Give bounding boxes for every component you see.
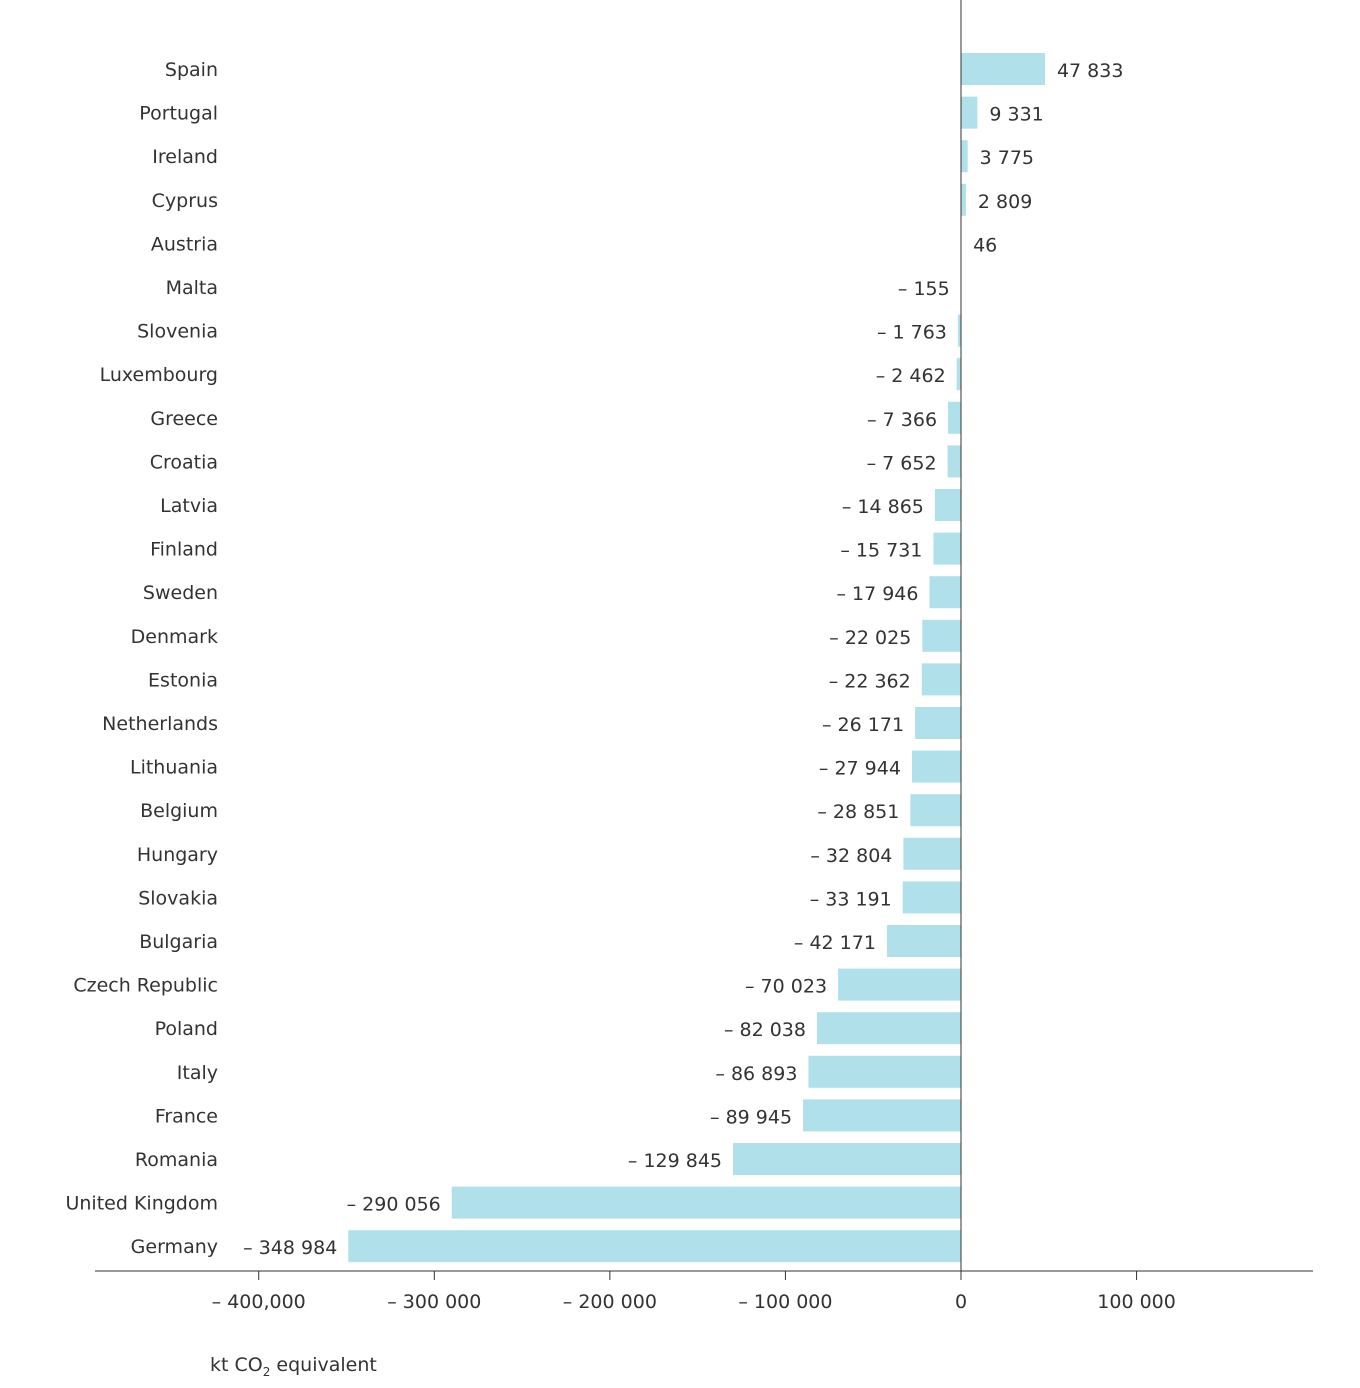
category-label: Greece [150, 408, 218, 430]
bar-denmark [922, 619, 961, 652]
bar-czech-republic [838, 968, 961, 1001]
bar-latvia [934, 489, 961, 521]
x-tick-label: – 300 000 [387, 1291, 481, 1313]
value-label: 9 331 [989, 104, 1043, 126]
bar-poland [816, 1012, 961, 1045]
bars-group [348, 53, 1045, 1263]
value-label: – 129 845 [628, 1150, 722, 1172]
unit-prefix: kt CO [210, 1354, 263, 1376]
category-label: Sweden [143, 582, 218, 604]
bar-france [803, 1099, 961, 1132]
category-label: Lithuania [130, 757, 218, 779]
value-label: – 82 038 [724, 1019, 806, 1041]
bar-slovakia [902, 881, 961, 914]
x-axis-unit-label: kt CO2 equivalent [210, 1354, 377, 1379]
category-label: Luxembourg [100, 364, 218, 386]
bar-ireland [961, 140, 968, 173]
x-tick-label: – 400,000 [212, 1291, 306, 1313]
value-labels-group: 47 833 9 331 3 775 2 809 46 – 155 – 1 763 – 2 4… [243, 60, 1123, 1259]
category-label: Malta [166, 277, 218, 299]
bar-greece [948, 401, 961, 434]
value-label: – 7 366 [867, 409, 937, 431]
category-label: Spain [165, 59, 218, 81]
value-label: – 22 025 [829, 627, 911, 649]
value-label: – 26 171 [822, 714, 904, 736]
value-label: 3 775 [980, 147, 1034, 169]
category-label: France [155, 1105, 218, 1127]
bar-spain [961, 53, 1045, 85]
x-tick-label: – 200 000 [563, 1291, 657, 1313]
bar-portugal [961, 96, 978, 129]
value-label: – 33 191 [810, 888, 892, 910]
bar-croatia [947, 445, 961, 478]
bar-netherlands [915, 707, 961, 739]
bar-romania [733, 1143, 961, 1175]
value-label: – 348 984 [243, 1237, 337, 1259]
category-label: Latvia [160, 495, 218, 517]
value-label: – 7 652 [867, 452, 937, 474]
bar-hungary [903, 837, 961, 870]
value-label: 47 833 [1057, 60, 1123, 82]
value-label: – 42 171 [794, 932, 876, 954]
value-label: – 89 945 [710, 1106, 792, 1128]
category-label: Netherlands [102, 713, 218, 735]
bar-united-kingdom [451, 1186, 961, 1219]
category-label: Estonia [148, 669, 218, 691]
category-label: Germany [131, 1236, 218, 1258]
value-label: – 86 893 [715, 1063, 797, 1085]
category-label: Cyprus [152, 190, 218, 212]
x-tick-label: 0 [955, 1291, 967, 1313]
category-label: Italy [177, 1062, 218, 1084]
bar-estonia [921, 663, 961, 696]
value-label: – 27 944 [819, 758, 901, 780]
value-label: – 14 865 [842, 496, 924, 518]
category-label: Hungary [137, 844, 218, 866]
value-label: – 1 763 [877, 322, 947, 344]
category-label: Finland [150, 539, 218, 561]
category-label: Portugal [139, 103, 218, 125]
category-label: Czech Republic [73, 975, 218, 997]
value-label: – 70 023 [745, 976, 827, 998]
bar-italy [808, 1055, 961, 1088]
x-axis-ticks-group: – 400,000 – 300 000 – 200 000 – 100 000 0 100… [212, 1271, 1176, 1313]
bar-lithuania [911, 750, 961, 783]
bar-slovenia [957, 314, 961, 347]
x-tick-label: – 100 000 [738, 1291, 832, 1313]
value-label: – 290 056 [347, 1194, 441, 1216]
category-label: Croatia [150, 451, 218, 473]
category-label: Romania [135, 1149, 218, 1171]
category-label: Austria [151, 233, 218, 255]
category-label: Belgium [140, 800, 218, 822]
bar-bulgaria [886, 925, 961, 957]
category-labels-group: Spain Portugal Ireland Cyprus Austria Malta Sl… [65, 59, 218, 1258]
value-label: – 22 362 [829, 670, 911, 692]
value-label: – 15 731 [840, 540, 922, 562]
bar-cyprus [961, 183, 966, 216]
bar-germany [348, 1230, 961, 1263]
category-label: Bulgaria [139, 931, 218, 953]
category-label: Poland [155, 1018, 218, 1040]
bar-finland [933, 532, 961, 565]
value-label: – 28 851 [817, 801, 899, 823]
value-label: – 17 946 [836, 583, 918, 605]
bar-sweden [929, 576, 961, 609]
value-label: 2 809 [978, 191, 1032, 213]
value-label: 46 [973, 234, 997, 256]
x-tick-label: 100 000 [1097, 1291, 1176, 1313]
value-label: – 155 [898, 278, 950, 300]
category-label: Denmark [131, 626, 218, 648]
category-label: United Kingdom [65, 1193, 218, 1215]
category-label: Slovenia [137, 321, 218, 343]
value-label: – 2 462 [876, 365, 946, 387]
category-label: Slovakia [138, 887, 218, 909]
unit-suffix: equivalent [270, 1354, 376, 1376]
value-label: – 32 804 [810, 845, 892, 867]
category-label: Ireland [152, 146, 218, 168]
bar-belgium [910, 794, 961, 827]
bar-luxembourg [956, 358, 961, 391]
unit-subscript: 2 [263, 1365, 271, 1379]
